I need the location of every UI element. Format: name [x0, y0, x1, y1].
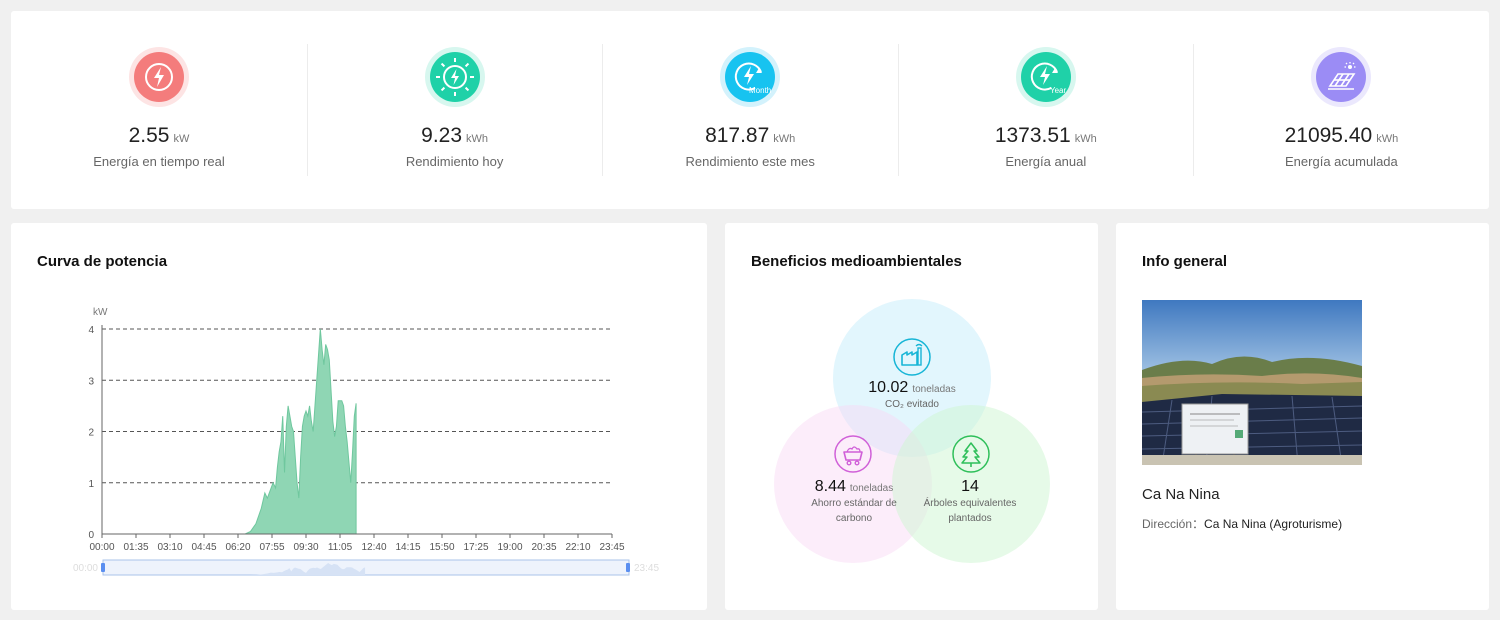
general-info-card: Info general — [1116, 223, 1489, 610]
kpi-summary-card: 2.55 kW Energía en tiempo real 9.23 kWh Re… — [11, 11, 1489, 209]
co2-value: 10.02 — [868, 379, 909, 396]
svg-text:Month: Month — [749, 86, 771, 95]
year-lightning-icon: Year — [1015, 47, 1076, 107]
y-tick-label: 4 — [88, 325, 94, 336]
svg-text:Year: Year — [1050, 86, 1067, 95]
zoom-handle-right[interactable] — [626, 563, 630, 572]
sun-lightning-icon — [424, 47, 485, 107]
zoom-slider-preview — [103, 563, 366, 575]
x-tick-label: 19:00 — [497, 542, 522, 553]
x-tick-label: 01:35 — [123, 542, 148, 553]
kpi-item: 2.55 kW Energía en tiempo real — [11, 11, 307, 209]
y-axis-label: kW — [93, 307, 108, 318]
month-lightning-icon: Month — [720, 47, 781, 107]
kpi-label: Energía en tiempo real — [93, 154, 225, 169]
kpi-value: 21095.40 — [1284, 124, 1373, 147]
kpi-value-row: 2.55 kW — [11, 124, 307, 148]
kpi-unit: kW — [173, 133, 190, 145]
kpi-divider — [602, 44, 603, 176]
x-tick-label: 14:15 — [395, 542, 420, 553]
solar-panel-icon — [1311, 47, 1372, 107]
x-tick-label: 20:35 — [531, 542, 556, 553]
x-tick-label: 00:00 — [89, 542, 114, 553]
kpi-value: 1373.51 — [994, 124, 1071, 147]
zoom-start-label: 00:00 — [73, 563, 98, 574]
plant-address: Dirección：Ca Na Nina (Agroturisme) — [1142, 515, 1342, 532]
x-tick-label: 07:55 — [259, 542, 284, 553]
coal-unit: toneladas — [849, 483, 894, 494]
kpi-unit: kWh — [466, 133, 489, 145]
tree-icon — [952, 435, 990, 473]
power-curve-title: Curva de potencia — [37, 253, 168, 270]
zoom-slider[interactable] — [102, 559, 630, 576]
lightning-icon — [129, 47, 189, 107]
kpi-item: 9.23 kWh Rendimiento hoy — [307, 11, 603, 209]
kpi-value: 2.55 — [128, 124, 170, 147]
x-tick-label: 11:05 — [328, 542, 353, 553]
plant-name: Ca Na Nina — [1142, 486, 1220, 503]
zoom-handle-left[interactable] — [101, 563, 105, 572]
x-tick-label: 06:20 — [225, 542, 250, 553]
address-key: Dirección： — [1142, 517, 1205, 531]
x-tick-label: 04:45 — [191, 542, 216, 553]
trees-value: 14 — [961, 478, 979, 495]
environmental-benefits-card: Beneficios medioambientales 10.02 tonelad… — [725, 223, 1098, 610]
coal-value: 8.44 — [814, 478, 846, 495]
kpi-value-row: 9.23 kWh — [307, 124, 603, 148]
trees-stat: 14 Árboles equivalentes plantados — [911, 478, 1029, 526]
kpi-divider — [1193, 44, 1194, 176]
kpi-label: Energía acumulada — [1285, 154, 1398, 169]
power-area-series — [244, 328, 357, 535]
coal-stat: 8.44 toneladas Ahorro estándar de carbono — [795, 478, 913, 526]
kpi-value: 817.87 — [705, 124, 770, 147]
general-info-title: Info general — [1142, 253, 1228, 270]
kpi-divider — [898, 44, 899, 176]
kpi-value-row: 817.87 kWh — [602, 124, 898, 148]
y-tick-label: 2 — [88, 428, 94, 439]
y-tick-label: 3 — [88, 376, 94, 387]
kpi-item: Month 817.87 kWh Rendimiento este mes — [602, 11, 898, 209]
kpi-value-row: 1373.51 kWh — [898, 124, 1194, 148]
kpi-item: 21095.40 kWh Energía acumulada — [1193, 11, 1489, 209]
x-tick-label: 12:40 — [361, 542, 386, 553]
kpi-divider — [307, 44, 308, 176]
coal-label: Ahorro estándar de carbono — [811, 498, 897, 524]
address-value: Ca Na Nina (Agroturisme) — [1204, 517, 1343, 531]
power-curve-chart[interactable]: kW 0 1 2 3 4 00:00 01:35 03:10 04:45 06:20 07:55 09:… — [11, 223, 707, 610]
x-tick-label: 15:50 — [429, 542, 454, 553]
trees-label: Árboles equivalentes plantados — [923, 498, 1017, 524]
factory-icon — [893, 338, 931, 376]
trees-circle — [892, 405, 1050, 563]
x-tick-label: 09:30 — [293, 542, 318, 553]
x-tick-label: 17:25 — [463, 542, 488, 553]
x-tick-label: 23:45 — [599, 542, 624, 553]
kpi-value: 9.23 — [421, 124, 463, 147]
co2-label: CO₂ evitado — [885, 399, 939, 410]
co2-unit: toneladas — [912, 384, 956, 395]
co2-stat: 10.02 toneladas CO₂ evitado — [835, 379, 989, 412]
zoom-end-label: 23:45 — [634, 563, 659, 574]
kpi-item: Year 1373.51 kWh Energía anual — [898, 11, 1194, 209]
kpi-label: Energía anual — [1005, 154, 1087, 169]
x-tick-label: 22:10 — [565, 542, 590, 553]
coal-cart-icon — [834, 435, 872, 473]
power-curve-card: Curva de potencia kW 0 1 2 3 4 00:00 01:35 03:10… — [11, 223, 707, 610]
kpi-unit: kWh — [1376, 133, 1399, 145]
x-tick-label: 03:10 — [157, 542, 182, 553]
kpi-unit: kWh — [773, 133, 796, 145]
kpi-unit: kWh — [1074, 133, 1097, 145]
y-tick-label: 0 — [88, 530, 94, 541]
kpi-value-row: 21095.40 kWh — [1193, 124, 1489, 148]
environmental-benefits-title: Beneficios medioambientales — [751, 253, 962, 270]
y-tick-label: 1 — [88, 479, 94, 490]
plant-photo[interactable] — [1142, 300, 1362, 465]
kpi-label: Rendimiento hoy — [405, 154, 504, 169]
kpi-label: Rendimiento este mes — [685, 154, 815, 169]
